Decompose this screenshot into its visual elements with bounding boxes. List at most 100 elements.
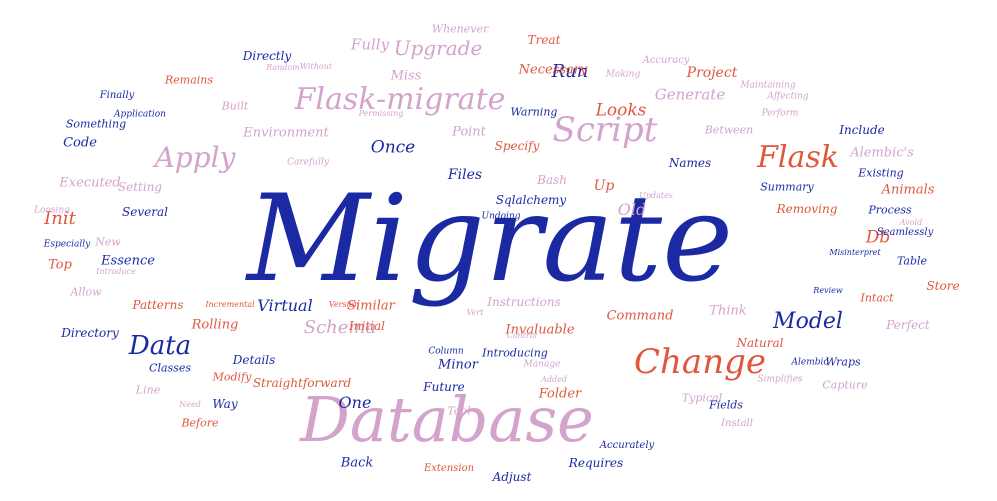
word-command: Command — [606, 308, 674, 324]
word-rolling: Rolling — [191, 317, 239, 333]
word-adjust: Adjust — [492, 470, 532, 484]
word-classes: Classes — [149, 361, 191, 375]
word-directory: Directory — [61, 326, 119, 340]
word-initial: Initial — [349, 319, 385, 333]
word-application: Application — [114, 109, 166, 120]
word-data: Data — [128, 331, 192, 361]
word-virtual: Virtual — [257, 296, 313, 315]
word-change: Change — [634, 342, 766, 382]
word-making: Making — [605, 69, 641, 80]
word-line: Line — [135, 383, 161, 397]
word-folder: Folder — [538, 386, 582, 402]
word-between: Between — [704, 123, 754, 137]
word-old: Old — [617, 200, 647, 219]
word-files: Files — [447, 167, 483, 183]
word-apply: Apply — [154, 141, 236, 174]
word-init: Init — [44, 208, 76, 229]
word-run: Run — [551, 61, 589, 82]
word-code: Code — [63, 135, 97, 151]
word-straightforward: Straightforward — [252, 376, 352, 390]
word-one: One — [338, 393, 372, 412]
word-several: Several — [122, 205, 168, 219]
word-summary: Summary — [760, 180, 814, 194]
word-loosing: Loosing — [34, 205, 70, 216]
word-schema: Schema — [303, 317, 377, 338]
word-typical: Typical — [681, 391, 723, 405]
word-existing: Existing — [858, 166, 904, 180]
word-without: Without — [299, 62, 333, 71]
word-process: Process — [868, 203, 912, 217]
word-instructions: Instructions — [487, 295, 561, 309]
word-essence: Essence — [101, 253, 155, 269]
word-store: Store — [926, 279, 960, 293]
word-something: Something — [65, 117, 127, 131]
word-new: New — [95, 235, 121, 249]
word-version: Version — [328, 300, 360, 309]
word-table: Table — [896, 254, 928, 268]
word-avoid: Avoid — [899, 218, 923, 227]
word-review: Review — [813, 286, 843, 295]
word-flask: Flask — [757, 140, 839, 175]
word-directly: Directly — [242, 49, 292, 63]
word-undoing: Undoing — [481, 211, 521, 222]
word-added: Added — [541, 375, 567, 384]
word-fully: Fully — [350, 35, 390, 54]
word-control: Control — [506, 331, 538, 340]
word-up: Up — [593, 178, 615, 194]
word-capture: Capture — [822, 378, 868, 392]
word-install: Install — [721, 418, 753, 429]
word-tool: Tool — [447, 404, 471, 418]
word-perfect: Perfect — [886, 318, 930, 332]
word-executed: Executed — [59, 175, 121, 191]
word-before: Before — [181, 416, 219, 430]
word-especially: Especially — [43, 239, 91, 250]
word-misinterpret: Misinterpret — [829, 248, 881, 257]
word-permissing: Permissing — [358, 109, 404, 118]
word-sqlalchemy: Sqlalchemy — [495, 193, 567, 207]
word-alembic-s: Alembic's — [850, 145, 914, 161]
word-back: Back — [340, 455, 374, 471]
word-looks: Looks — [595, 100, 647, 121]
word-db: Db — [865, 227, 891, 248]
word-environment: Environment — [243, 125, 329, 141]
word-introducing: Introducing — [482, 346, 548, 360]
word-column: Column — [428, 346, 464, 357]
word-extension: Extension — [423, 463, 475, 474]
word-allow: Allow — [70, 285, 102, 299]
word-upgrade: Upgrade — [393, 36, 483, 60]
word-details: Details — [232, 353, 276, 367]
word-point: Point — [452, 124, 486, 140]
word-accurately: Accurately — [599, 440, 655, 451]
word-miss: Miss — [390, 68, 422, 84]
word-finally: Finally — [99, 90, 135, 101]
word-requires: Requires — [568, 456, 624, 470]
word-updates: Updates — [639, 191, 673, 200]
word-whenever: Whenever — [431, 22, 489, 36]
word-minor: Minor — [438, 357, 478, 373]
word-wraps: Wraps — [825, 355, 861, 369]
word-flask-migrate: Flask-migrate — [294, 82, 506, 117]
word-introduce: Introduce — [96, 267, 136, 276]
word-way: Way — [212, 397, 238, 411]
word-specify: Specify — [494, 139, 540, 153]
word-similar: Similar — [347, 298, 395, 314]
word-necessary: Necessary — [518, 62, 588, 78]
word-seamlessly: Seamlessly — [876, 227, 934, 238]
word-vert: Vert — [466, 308, 484, 317]
word-animals: Animals — [881, 182, 935, 198]
word-future: Future — [423, 380, 465, 394]
word-carefully: Carefully — [287, 157, 329, 168]
word-perform: Perform — [761, 108, 799, 119]
word-intact: Intact — [860, 291, 894, 305]
word-project: Project — [686, 65, 738, 81]
word-think: Think — [709, 303, 747, 319]
word-include: Include — [839, 123, 885, 137]
word-invaluable: Invaluable — [505, 322, 575, 338]
word-patterns: Patterns — [132, 298, 184, 312]
word-maintaining: Maintaining — [740, 80, 796, 91]
word-bash: Bash — [537, 173, 567, 187]
word-script: Script — [552, 110, 658, 150]
word-manage: Manage — [523, 359, 561, 370]
word-random: Random — [266, 63, 300, 72]
